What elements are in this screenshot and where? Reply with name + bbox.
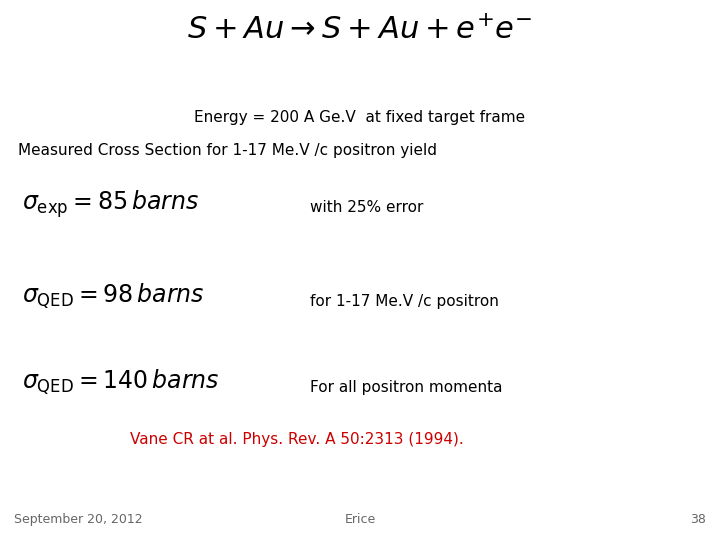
Text: September 20, 2012: September 20, 2012 xyxy=(14,513,143,526)
Text: Vane CR at al. Phys. Rev. A 50:2313 (1994).: Vane CR at al. Phys. Rev. A 50:2313 (199… xyxy=(130,432,464,447)
Text: Energy = 200 A Ge.V  at fixed target frame: Energy = 200 A Ge.V at fixed target fram… xyxy=(194,110,526,125)
Text: with 25% error: with 25% error xyxy=(310,200,423,215)
Text: 38: 38 xyxy=(690,513,706,526)
Text: Measured Cross Section for 1-17 Me.V /c positron yield: Measured Cross Section for 1-17 Me.V /c … xyxy=(18,143,437,158)
Text: $\sigma_{\mathrm{QED}} = 140\,\mathit{barns}$: $\sigma_{\mathrm{QED}} = 140\,\mathit{ba… xyxy=(22,368,220,397)
Text: For all positron momenta: For all positron momenta xyxy=(310,380,503,395)
Text: $\sigma_{\mathrm{exp}} = 85\,\mathit{barns}$: $\sigma_{\mathrm{exp}} = 85\,\mathit{bar… xyxy=(22,188,199,220)
Text: Erice: Erice xyxy=(344,513,376,526)
Text: $\sigma_{\mathrm{QED}} = 98\,\mathit{barns}$: $\sigma_{\mathrm{QED}} = 98\,\mathit{bar… xyxy=(22,282,204,311)
Text: for 1-17 Me.V /c positron: for 1-17 Me.V /c positron xyxy=(310,294,499,309)
Text: $S + Au \rightarrow S + Au + e^{+}e^{-}$: $S + Au \rightarrow S + Au + e^{+}e^{-}$ xyxy=(187,15,533,46)
